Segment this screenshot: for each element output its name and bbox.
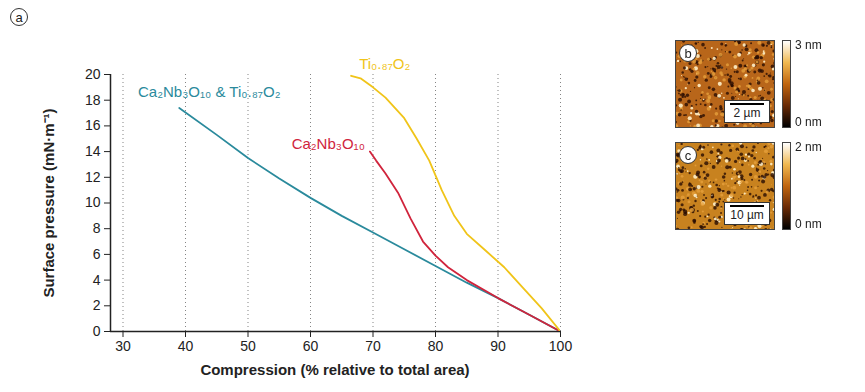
- svg-text:90: 90: [490, 338, 506, 354]
- svg-text:12: 12: [85, 169, 101, 185]
- html-text:Compression (% relative to tot: Compression (% relative to total area): [200, 361, 470, 378]
- svg-text:14: 14: [85, 143, 101, 159]
- svg-text:80: 80: [428, 338, 444, 354]
- svg-text:Ca₂Nb₃O₁₀ & Ti₀.₈₇O₂: Ca₂Nb₃O₁₀ & Ti₀.₈₇O₂: [138, 83, 281, 100]
- html-text:3 nm: 3 nm: [795, 38, 822, 52]
- svg-text:8: 8: [93, 220, 101, 236]
- svg-text:70: 70: [365, 338, 381, 354]
- html-text:0 nm: 0 nm: [795, 115, 822, 129]
- html-text:a: a: [15, 10, 23, 25]
- html-text:0 nm: 0 nm: [795, 217, 822, 231]
- html-text:2 µm: 2 µm: [733, 106, 761, 120]
- svg-text:40: 40: [178, 338, 194, 354]
- svg-text:Ti₀.₈₇O₂: Ti₀.₈₇O₂: [359, 55, 410, 72]
- svg-text:50: 50: [240, 338, 256, 354]
- svg-text:16: 16: [85, 117, 101, 133]
- html-text:b: b: [684, 46, 692, 61]
- html-text:10 µm: 10 µm: [730, 208, 764, 222]
- svg-text:18: 18: [85, 92, 101, 108]
- svg-text:100: 100: [549, 338, 573, 354]
- svg-text:Ca₂Nb₃O₁₀: Ca₂Nb₃O₁₀: [292, 135, 365, 152]
- html-text:2 nm: 2 nm: [795, 140, 822, 154]
- html-text:Surface pressure (mN·m⁻¹): Surface pressure (mN·m⁻¹): [40, 107, 57, 298]
- svg-text:4: 4: [93, 272, 101, 288]
- svg-text:20: 20: [85, 66, 101, 82]
- svg-text:0: 0: [93, 323, 101, 339]
- svg-text:30: 30: [115, 338, 131, 354]
- html-text:c: c: [684, 148, 692, 163]
- svg-text:6: 6: [93, 246, 101, 262]
- svg-text:2: 2: [93, 297, 101, 313]
- svg-text:10: 10: [85, 194, 101, 210]
- svg-text:60: 60: [303, 338, 319, 354]
